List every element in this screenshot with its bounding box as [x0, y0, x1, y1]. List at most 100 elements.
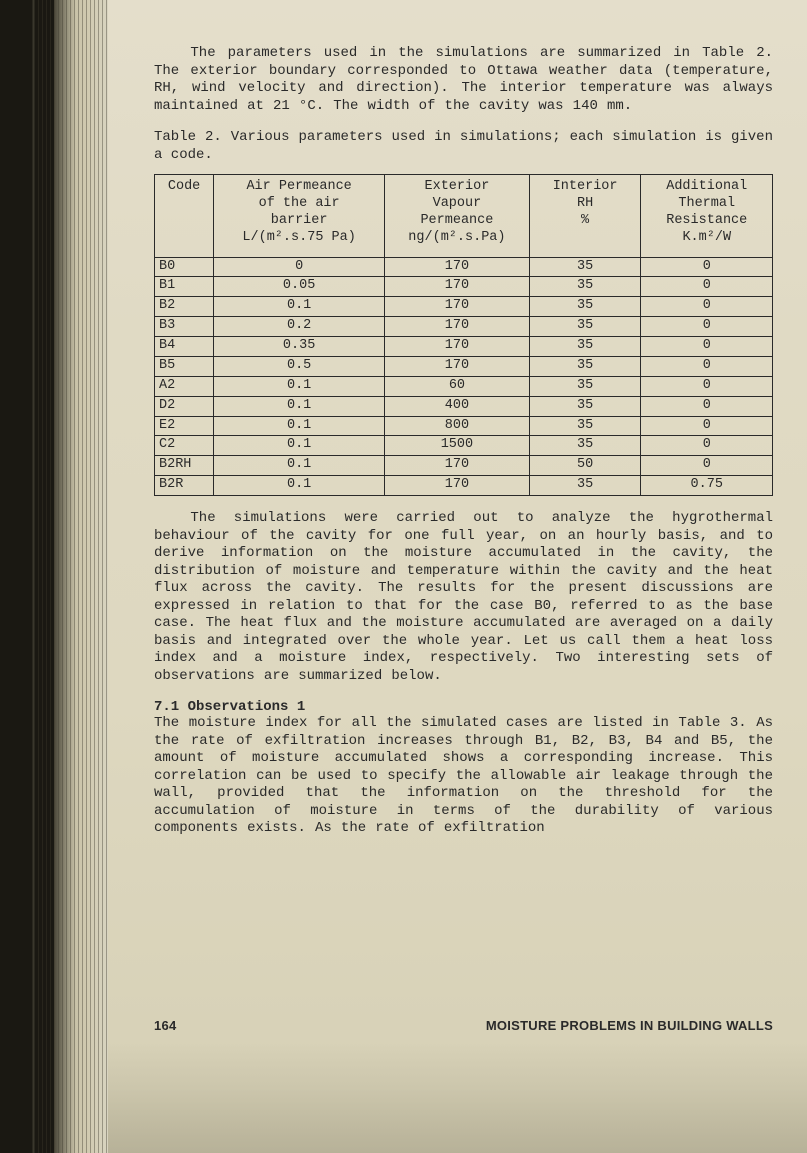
cell-code: B2R: [155, 476, 214, 496]
cell-ext: 170: [385, 297, 530, 317]
cell-air: 0.2: [214, 317, 385, 337]
cell-air: 0: [214, 257, 385, 277]
cell-code: A2: [155, 376, 214, 396]
header-air-line1: Air Permeance: [246, 179, 351, 194]
cell-air: 0.35: [214, 337, 385, 357]
cell-ext: 170: [385, 337, 530, 357]
header-int-line3: %: [581, 213, 589, 228]
cell-air: 0.1: [214, 456, 385, 476]
cell-int: 35: [529, 277, 641, 297]
footer-title: MOISTURE PROBLEMS IN BUILDING WALLS: [486, 1018, 773, 1033]
cell-code: B0: [155, 257, 214, 277]
observations-paragraph: The moisture index for all the simulated…: [154, 715, 773, 838]
header-add-line3: Resistance: [666, 213, 747, 228]
table-row: B2RH0.1170500: [155, 456, 773, 476]
cell-code: E2: [155, 416, 214, 436]
cell-air: 0.1: [214, 297, 385, 317]
header-add-line1: Additional: [666, 179, 747, 194]
table-row: A20.160350: [155, 376, 773, 396]
table-row: D20.1400350: [155, 396, 773, 416]
cell-int: 35: [529, 416, 641, 436]
cell-code: B4: [155, 337, 214, 357]
cell-ext: 170: [385, 456, 530, 476]
cell-add: 0: [641, 257, 773, 277]
cell-int: 35: [529, 356, 641, 376]
table-row: B50.5170350: [155, 356, 773, 376]
cell-int: 35: [529, 436, 641, 456]
table-row: B40.35170350: [155, 337, 773, 357]
cell-add: 0: [641, 317, 773, 337]
cell-air: 0.5: [214, 356, 385, 376]
page-bottom-shadow: [108, 1043, 807, 1153]
cell-add: 0: [641, 436, 773, 456]
cell-code: B5: [155, 356, 214, 376]
cell-ext: 1500: [385, 436, 530, 456]
cell-ext: 170: [385, 277, 530, 297]
cell-int: 35: [529, 337, 641, 357]
cell-air: 0.1: [214, 396, 385, 416]
cell-add: 0: [641, 416, 773, 436]
table-row: B10.05170350: [155, 277, 773, 297]
cell-ext: 170: [385, 476, 530, 496]
cell-add: 0: [641, 277, 773, 297]
simulations-paragraph: The simulations were carried out to anal…: [154, 510, 773, 685]
cell-int: 35: [529, 476, 641, 496]
header-code: Code: [155, 175, 214, 258]
header-add-line2: Thermal: [678, 196, 735, 211]
cell-air: 0.1: [214, 416, 385, 436]
section-heading: 7.1 Observations 1: [154, 699, 773, 715]
cell-air: 0.05: [214, 277, 385, 297]
header-air-line4: L/(m².s.75 Pa): [242, 230, 355, 245]
cell-add: 0: [641, 297, 773, 317]
cell-int: 35: [529, 297, 641, 317]
table-row: B00170350: [155, 257, 773, 277]
header-air-line2: of the air: [259, 196, 340, 211]
parameters-table: Code Air Permeance of the air barrier L/…: [154, 174, 773, 496]
page-footer: 164 MOISTURE PROBLEMS IN BUILDING WALLS: [154, 1018, 773, 1033]
cell-code: B3: [155, 317, 214, 337]
header-ext-line4: ng/(m².s.Pa): [408, 230, 505, 245]
spine-binding-lines: [38, 0, 108, 1153]
cell-code: B2: [155, 297, 214, 317]
cell-ext: 170: [385, 257, 530, 277]
table-row: C20.11500350: [155, 436, 773, 456]
table-row: B30.2170350: [155, 317, 773, 337]
cell-int: 35: [529, 376, 641, 396]
header-air-line3: barrier: [271, 213, 328, 228]
cell-code: B2RH: [155, 456, 214, 476]
cell-air: 0.1: [214, 436, 385, 456]
cell-code: B1: [155, 277, 214, 297]
header-int-line2: RH: [577, 196, 593, 211]
book-spine: [0, 0, 108, 1153]
cell-ext: 170: [385, 317, 530, 337]
table-row: B20.1170350: [155, 297, 773, 317]
cell-int: 35: [529, 257, 641, 277]
header-exterior: Exterior Vapour Permeance ng/(m².s.Pa): [385, 175, 530, 258]
header-ext-line3: Permeance: [420, 213, 493, 228]
cell-air: 0.1: [214, 376, 385, 396]
cell-ext: 800: [385, 416, 530, 436]
header-interior: Interior RH %: [529, 175, 641, 258]
header-additional: Additional Thermal Resistance K.m²/W: [641, 175, 773, 258]
cell-add: 0: [641, 376, 773, 396]
header-add-line4: K.m²/W: [682, 230, 731, 245]
header-ext-line2: Vapour: [433, 196, 482, 211]
cell-ext: 170: [385, 356, 530, 376]
cell-add: 0: [641, 456, 773, 476]
header-ext-line1: Exterior: [425, 179, 490, 194]
header-int-line1: Interior: [553, 179, 618, 194]
cell-int: 35: [529, 317, 641, 337]
cell-ext: 400: [385, 396, 530, 416]
cell-int: 50: [529, 456, 641, 476]
table-header-row: Code Air Permeance of the air barrier L/…: [155, 175, 773, 258]
cell-add: 0.75: [641, 476, 773, 496]
cell-code: C2: [155, 436, 214, 456]
cell-add: 0: [641, 337, 773, 357]
page-content: The parameters used in the simulations a…: [108, 0, 807, 1153]
cell-code: D2: [155, 396, 214, 416]
cell-add: 0: [641, 396, 773, 416]
cell-int: 35: [529, 396, 641, 416]
intro-paragraph: The parameters used in the simulations a…: [154, 45, 773, 115]
cell-air: 0.1: [214, 476, 385, 496]
table-row: E20.1800350: [155, 416, 773, 436]
